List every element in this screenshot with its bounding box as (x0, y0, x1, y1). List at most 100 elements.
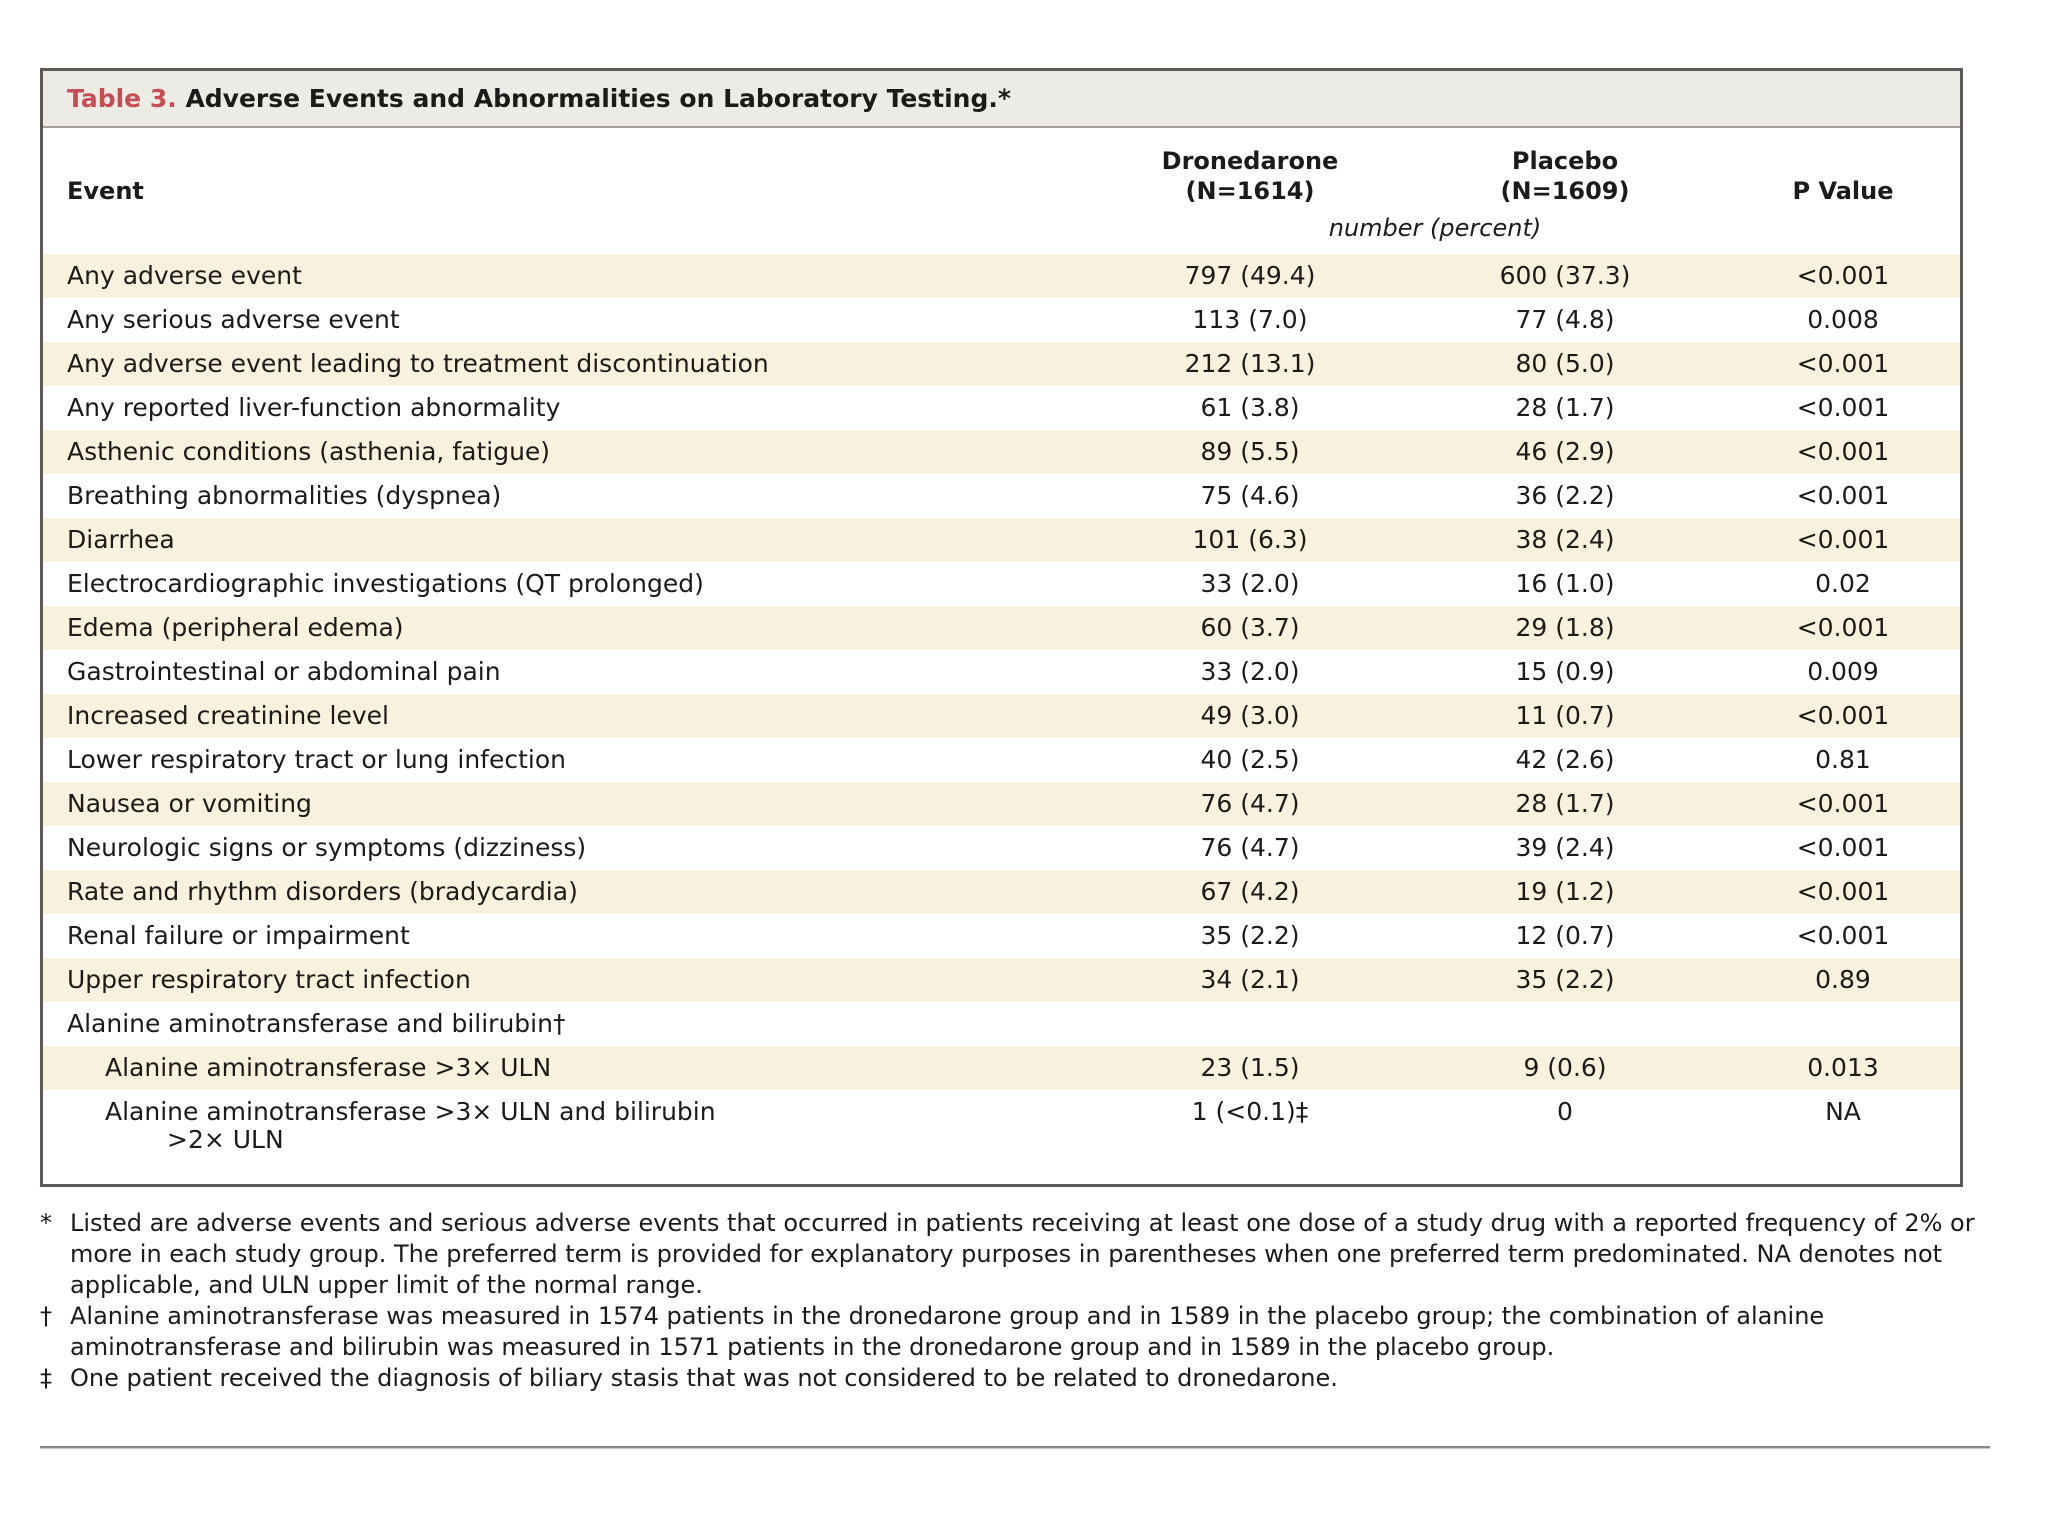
table-title-text: Adverse Events and Abnormalities on Labo… (185, 84, 1011, 113)
dronedarone-cell: 34 (2.1) (1200, 965, 1300, 994)
table-row: Alanine aminotransferase and bilirubin† (43, 1002, 1960, 1046)
table-row: Renal failure or impairment 35 (2.2) 12 … (43, 914, 1960, 958)
footnote-marker: † (40, 1302, 52, 1330)
event-cell: Edema (peripheral edema) (67, 614, 1120, 642)
event-label: Edema (peripheral edema) (67, 613, 404, 642)
event-cell: Alanine aminotransferase and bilirubin† (67, 1010, 1120, 1038)
event-label: Any adverse event leading to treatment d… (67, 349, 769, 378)
dronedarone-cell: 60 (3.7) (1200, 613, 1300, 642)
placebo-cell: 29 (1.8) (1515, 613, 1615, 642)
table-row: Electrocardiographic investigations (QT … (43, 562, 1960, 606)
footnote: † Alanine aminotransferase was measured … (40, 1301, 1990, 1363)
placebo-cell: 28 (1.7) (1515, 789, 1615, 818)
placebo-cell: 35 (2.2) (1515, 965, 1615, 994)
pvalue-cell: <0.001 (1796, 921, 1890, 950)
event-cell: Asthenic conditions (asthenia, fatigue) (67, 438, 1120, 466)
table-title-label: Table 3. (67, 84, 177, 113)
table-row: Gastrointestinal or abdominal pain 33 (2… (43, 650, 1960, 694)
event-label: Any serious adverse event (67, 305, 400, 334)
dronedarone-cell: 33 (2.0) (1200, 657, 1300, 686)
event-cell: Any reported liver-function abnormality (67, 394, 1120, 422)
event-label: Breathing abnormalities (dyspnea) (67, 481, 502, 510)
pvalue-cell: 0.81 (1815, 745, 1871, 774)
footnote-text: Alanine aminotransferase was measured in… (70, 1302, 1825, 1361)
dronedarone-cell: 113 (7.0) (1192, 305, 1308, 334)
event-cell: Alanine aminotransferase >3× ULN and bil… (67, 1098, 1120, 1154)
pvalue-cell: <0.001 (1796, 833, 1890, 862)
table-body: Any adverse event 797 (49.4) 600 (37.3) … (43, 254, 1960, 1184)
pvalue-cell: <0.001 (1796, 481, 1890, 510)
event-cell: Gastrointestinal or abdominal pain (67, 658, 1120, 686)
event-label: Neurologic signs or symptoms (dizziness) (67, 833, 587, 862)
event-cell: Electrocardiographic investigations (QT … (67, 570, 1120, 598)
event-label: Gastrointestinal or abdominal pain (67, 657, 501, 686)
event-cell: Diarrhea (67, 526, 1120, 554)
event-cell: Neurologic signs or symptoms (dizziness) (67, 834, 1120, 862)
footnote: * Listed are adverse events and serious … (40, 1208, 1990, 1301)
event-cell: Upper respiratory tract infection (67, 966, 1120, 994)
dronedarone-cell: 76 (4.7) (1200, 833, 1300, 862)
dronedarone-cell: 49 (3.0) (1200, 701, 1300, 730)
table-row: Upper respiratory tract infection 34 (2.… (43, 958, 1960, 1002)
placebo-column-header-n: (N=1609) (1500, 177, 1630, 205)
event-cell: Breathing abnormalities (dyspnea) (67, 482, 1120, 510)
event-label: Nausea or vomiting (67, 789, 312, 818)
placebo-cell: 28 (1.7) (1515, 393, 1615, 422)
table-row: Asthenic conditions (asthenia, fatigue) … (43, 430, 1960, 474)
placebo-cell: 11 (0.7) (1515, 701, 1615, 730)
pvalue-cell: <0.001 (1796, 525, 1890, 554)
dronedarone-cell: 40 (2.5) (1200, 745, 1300, 774)
pvalue-cell: <0.001 (1796, 349, 1890, 378)
placebo-cell: 80 (5.0) (1515, 349, 1615, 378)
event-cell: Any serious adverse event (67, 306, 1120, 334)
placebo-column-header: Placebo (N=1609) (1380, 146, 1750, 206)
placebo-cell: 15 (0.9) (1515, 657, 1615, 686)
event-label: Any reported liver-function abnormality (67, 393, 561, 422)
table-row: Any adverse event leading to treatment d… (43, 342, 1960, 386)
dronedarone-cell: 61 (3.8) (1200, 393, 1300, 422)
placebo-cell: 39 (2.4) (1515, 833, 1615, 862)
pvalue-cell: <0.001 (1796, 613, 1890, 642)
placebo-cell: 16 (1.0) (1515, 569, 1615, 598)
event-label: Asthenic conditions (asthenia, fatigue) (67, 437, 551, 466)
pvalue-cell: 0.02 (1815, 569, 1871, 598)
dronedarone-cell: 797 (49.4) (1184, 261, 1316, 290)
placebo-cell: 46 (2.9) (1515, 437, 1615, 466)
placebo-cell: 42 (2.6) (1515, 745, 1615, 774)
event-label: Renal failure or impairment (67, 921, 410, 950)
placebo-cell: 9 (0.6) (1523, 1053, 1607, 1082)
event-label: Alanine aminotransferase and bilirubin† (67, 1009, 566, 1038)
event-label: Diarrhea (67, 525, 175, 554)
placebo-cell: 38 (2.4) (1515, 525, 1615, 554)
event-label: Upper respiratory tract infection (67, 965, 471, 994)
dronedarone-cell: 33 (2.0) (1200, 569, 1300, 598)
table-row: Edema (peripheral edema) 60 (3.7) 29 (1.… (43, 606, 1960, 650)
pvalue-cell: <0.001 (1796, 789, 1890, 818)
pvalue-cell: <0.001 (1796, 437, 1890, 466)
table-row: Lower respiratory tract or lung infectio… (43, 738, 1960, 782)
placebo-cell: 0 (1557, 1097, 1573, 1126)
dronedarone-cell: 67 (4.2) (1200, 877, 1300, 906)
dronedarone-cell: 35 (2.2) (1200, 921, 1300, 950)
dronedarone-cell: 23 (1.5) (1200, 1053, 1300, 1082)
event-cell: Rate and rhythm disorders (bradycardia) (67, 878, 1120, 906)
table-row: Neurologic signs or symptoms (dizziness)… (43, 826, 1960, 870)
event-label: Electrocardiographic investigations (QT … (67, 569, 704, 598)
event-cell: Any adverse event leading to treatment d… (67, 350, 1120, 378)
footnote-marker: ‡ (40, 1364, 52, 1392)
dronedarone-column-header: Dronedarone (N=1614) (1120, 146, 1380, 206)
footnote-marker: * (40, 1209, 52, 1237)
pvalue-cell: 0.89 (1815, 965, 1871, 994)
unit-note: number (percent) (1328, 214, 1542, 242)
event-cell: Alanine aminotransferase >3× ULN (67, 1054, 1120, 1082)
event-label: Any adverse event (67, 261, 302, 290)
pvalue-column-header: P Value (1792, 177, 1894, 205)
event-cell: Lower respiratory tract or lung infectio… (67, 746, 1120, 774)
placebo-column-header-name: Placebo (1511, 147, 1619, 175)
dronedarone-cell: 212 (13.1) (1184, 349, 1316, 378)
placebo-cell: 19 (1.2) (1515, 877, 1615, 906)
footnote: ‡ One patient received the diagnosis of … (40, 1363, 1990, 1394)
placebo-cell: 12 (0.7) (1515, 921, 1615, 950)
event-cell: Renal failure or impairment (67, 922, 1120, 950)
event-label: Rate and rhythm disorders (bradycardia) (67, 877, 578, 906)
